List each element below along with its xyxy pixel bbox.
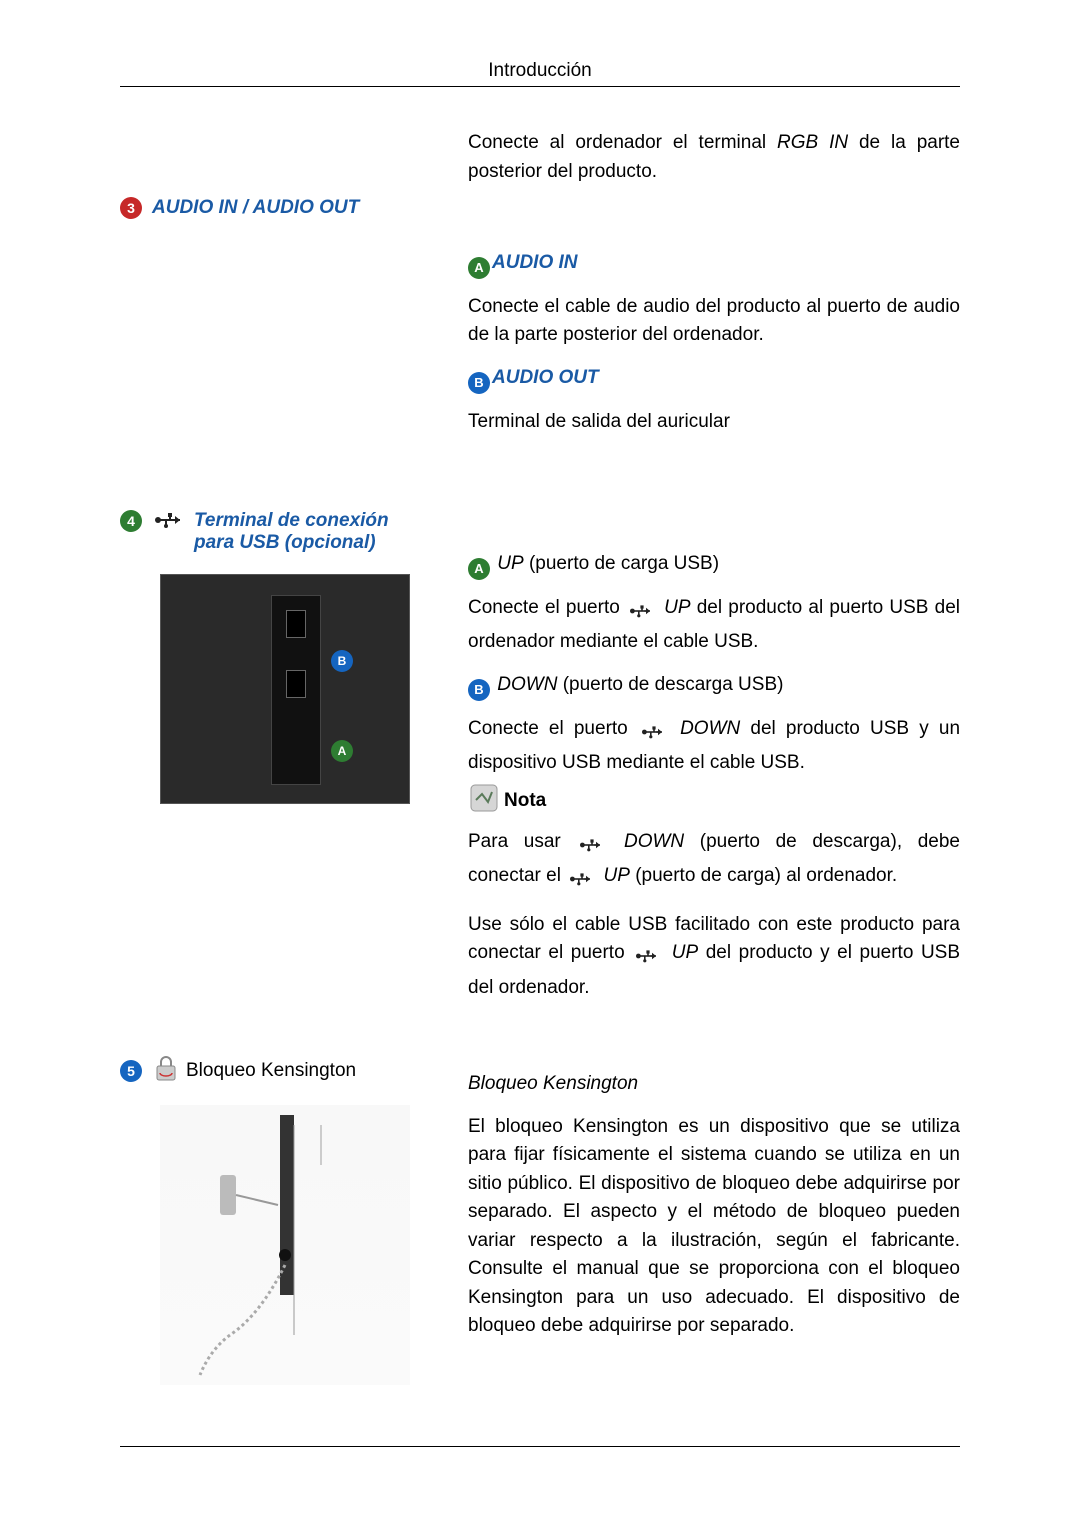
usb-icon-inline-4 [568,868,596,897]
nota-down-em: DOWN [624,831,684,852]
audio-out-text: Terminal de salida del auricular [468,408,960,437]
down-heading: B DOWN (puerto de descarga USB) [468,671,960,701]
nota-p1: Para usar DOWN (puerto de descarga), deb… [468,828,960,897]
row-section3-body: AAUDIO IN Conecte el cable de audio del … [120,229,960,450]
up-heading: A UP (puerto de carga USB) [468,550,960,580]
audio-out-title: AUDIO OUT [492,367,599,388]
right-section4: A UP (puerto de carga USB) Conecte el pu… [468,490,960,1016]
down-suffix: (puerto de descarga USB) [557,674,783,695]
left-empty-s3 [120,229,440,450]
left-section5: 5 Bloqueo Kensington [120,1034,440,1385]
row-rgb-and-section3: 3 AUDIO IN / AUDIO OUT Conecte al ordena… [120,129,960,219]
document-page: Introducción 3 AUDIO IN / AUDIO OUT Cone… [0,0,1080,1527]
section3-bullet-icon: 3 [120,197,142,219]
section4-title-line2: para USB (opcional) [194,532,376,553]
section3-title: AUDIO IN / AUDIO OUT [152,197,359,219]
header-rule [120,86,960,87]
page-header-title: Introducción [120,60,960,82]
photo-marker-b: B [331,650,353,672]
left-section4: 4 Terminal de conexión para USB (opciona… [120,490,440,1016]
footer-rule [120,1446,960,1447]
usb-icon-inline-5 [634,945,662,974]
section4-title-line1: Terminal de conexión [194,510,389,531]
rgb-text-pre: Conecte al ordenador el terminal [468,132,777,153]
section5-bullet-icon: 5 [120,1060,142,1082]
audio-in-heading: AAUDIO IN [468,249,960,279]
up-suffix: (puerto de carga USB) [524,553,719,574]
section3-heading: 3 AUDIO IN / AUDIO OUT [120,197,440,219]
nota-up-em2: UP [672,942,698,963]
rgb-in-paragraph: Conecte al ordenador el terminal RGB IN … [468,129,960,186]
kensington-subtitle: Bloqueo Kensington [468,1070,960,1099]
usb-icon-inline-1 [628,600,656,629]
audio-in-text: Conecte el cable de audio del producto a… [468,293,960,350]
section4-title: Terminal de conexión para USB (opcional) [194,510,389,554]
photo-marker-a: A [331,740,353,762]
letter-b-icon: B [468,372,490,394]
usb-icon-inline-2 [640,721,668,750]
section4-bullet-icon: 4 [120,510,142,532]
usb-icon-inline-3 [578,834,606,863]
section5-photo [160,1105,410,1385]
right-section5: Bloqueo Kensington El bloqueo Kensington… [468,1034,960,1385]
section4-photo: B A [160,574,410,804]
audio-out-heading: BAUDIO OUT [468,364,960,394]
kensington-text: El bloqueo Kensington es un dispositivo … [468,1113,960,1341]
down-em2: DOWN [680,718,740,739]
up-text: Conecte el puerto UP del producto al pue… [468,594,960,657]
left-col-section3-heading: 3 AUDIO IN / AUDIO OUT [120,129,440,219]
up-t1: Conecte el puerto [468,597,626,618]
nota-p2: Use sólo el cable USB facilitado con est… [468,911,960,1003]
down-t1: Conecte el puerto [468,718,638,739]
audio-in-title: AUDIO IN [492,252,578,273]
down-text: Conecte el puerto DOWN del producto USB … [468,715,960,778]
up-letter-icon: A [468,558,490,580]
nota-up-em: UP [604,865,630,886]
down-letter-icon: B [468,679,490,701]
note-icon [470,784,498,818]
up-em2: UP [664,597,690,618]
letter-a-icon: A [468,257,490,279]
section5-heading: 5 Bloqueo Kensington [120,1054,440,1087]
section4-heading: 4 Terminal de conexión para USB (opciona… [120,510,440,554]
nota-row: Nota [468,784,960,818]
rgb-in-em: RGB IN [777,132,848,153]
nota-p1-c: (puerto de carga) al ordenador. [630,865,897,886]
up-em: UP [497,553,523,574]
right-section3-body: AAUDIO IN Conecte el cable de audio del … [468,229,960,450]
section5-title: Bloqueo Kensington [186,1060,356,1082]
nota-label: Nota [504,790,546,812]
down-em: DOWN [497,674,557,695]
lock-icon [154,1054,178,1087]
right-col-rgb-text: Conecte al ordenador el terminal RGB IN … [468,129,960,219]
row-section5: 5 Bloqueo Kensington Blo [120,1034,960,1385]
usb-icon [154,510,186,535]
nota-p1-a: Para usar [468,831,576,852]
row-section4: 4 Terminal de conexión para USB (opciona… [120,490,960,1016]
